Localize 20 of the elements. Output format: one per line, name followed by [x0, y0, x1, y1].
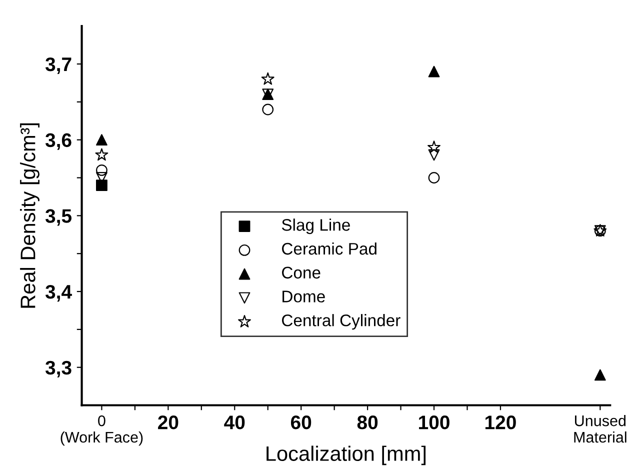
legend-label: Central Cylinder [282, 314, 400, 330]
x-tick-label: 40 [224, 416, 245, 430]
legend-label: Dome [282, 290, 325, 302]
legend-label: Ceramic Pad [282, 242, 376, 255]
x-tick-label: 120 [485, 416, 516, 430]
y-tick-label: 3,6 [45, 133, 72, 150]
y-tick-label: 3,7 [45, 57, 72, 74]
x-tick-label: 20 [158, 416, 178, 430]
y-tick-label: 3,5 [45, 209, 72, 226]
x-axis-title: Localization [mm] [266, 446, 426, 466]
x-tick-label: 60 [290, 416, 312, 430]
x-tick-label: 80 [357, 416, 378, 430]
y-tick-label: 3,4 [45, 284, 72, 302]
x-tick-label: Unused Material [574, 414, 626, 443]
y-tick-label: 3,3 [45, 360, 72, 378]
legend-label: Cone [282, 266, 320, 279]
legend-label: Slag Line [282, 218, 350, 234]
x-tick-label: 0 (Work Face) [60, 415, 143, 446]
y-axis-title: Real Density [g/cm³] [20, 123, 40, 308]
x-tick-label: 100 [419, 416, 450, 430]
